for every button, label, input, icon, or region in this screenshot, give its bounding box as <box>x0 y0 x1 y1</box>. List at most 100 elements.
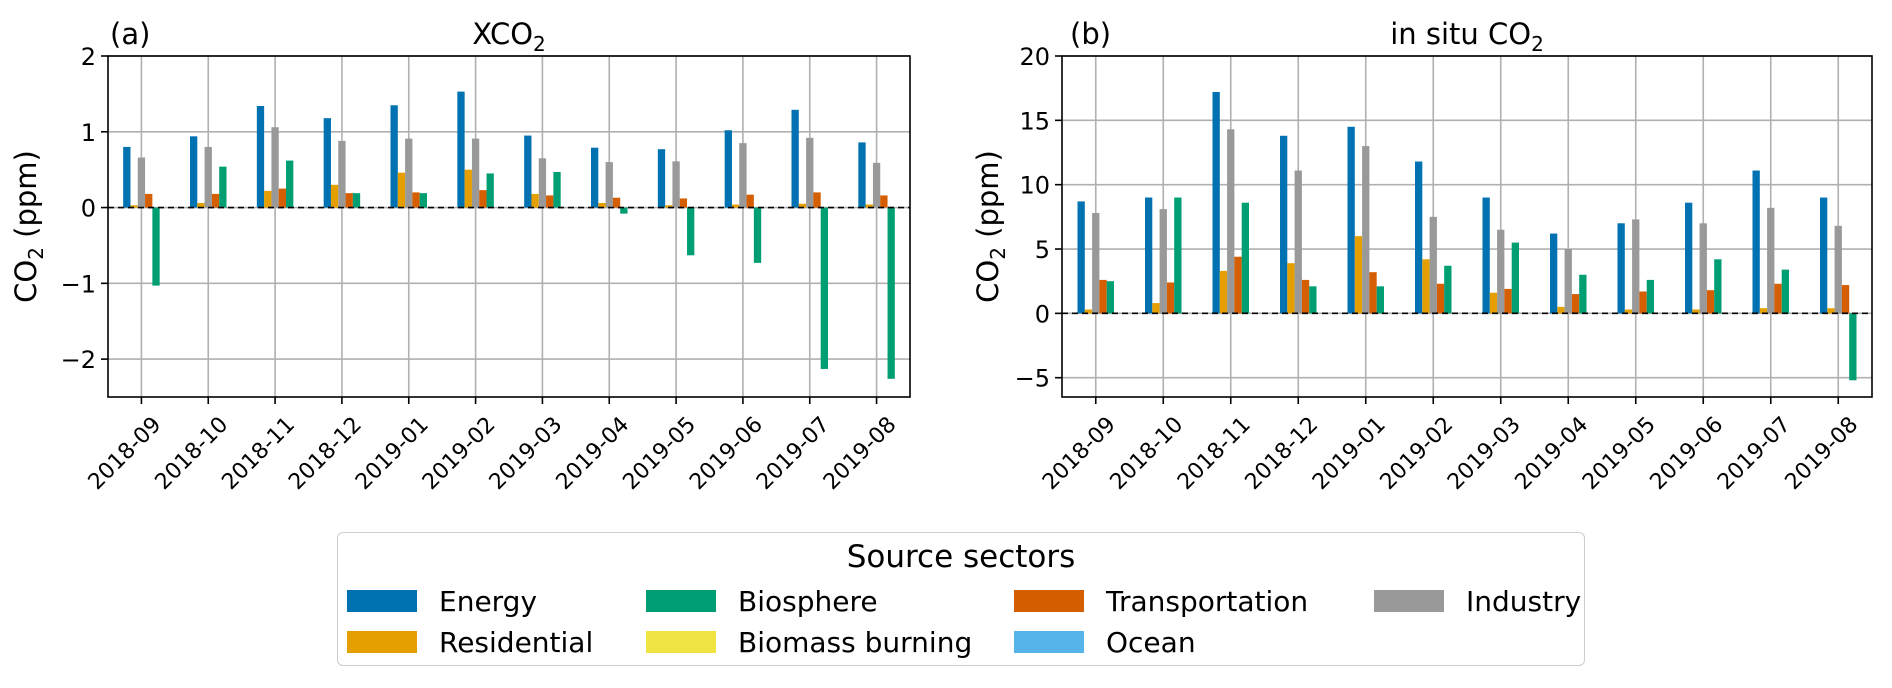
panel-label: (b) <box>1070 17 1111 51</box>
bar-transportation-2019-04 <box>1571 294 1580 314</box>
bar-industry-2019-02 <box>471 138 480 208</box>
bar-industry-2019-03 <box>1497 229 1505 314</box>
bar-residential-2018-12 <box>1287 263 1295 314</box>
legend-item-biomass-burning: Biomass burning <box>646 624 972 660</box>
bar-transportation-2018-09 <box>145 193 153 208</box>
panel-b-in-situ-co2: −5051015202018-092018-102018-112018-1220… <box>971 17 1873 495</box>
x-tick-label: 2019-05 <box>618 412 701 495</box>
x-tick-label: 2019-05 <box>1578 412 1661 495</box>
bar-transportation-2019-02 <box>479 190 487 208</box>
bar-residential-2019-04 <box>598 203 606 208</box>
bar-transportation-2019-02 <box>1436 283 1445 314</box>
y-axis-label: CO2 (ppm) <box>971 150 1010 303</box>
bar-industry-2018-09 <box>1092 212 1100 314</box>
x-tick-label: 2018-12 <box>1241 412 1324 495</box>
bar-transportation-2019-08 <box>1841 285 1850 314</box>
bar-biosphere-2018-11 <box>1241 202 1249 314</box>
bar-transportation-2019-06 <box>1706 290 1715 314</box>
bar-industry-2019-02 <box>1429 216 1437 314</box>
bar-biosphere-2018-12 <box>352 193 361 208</box>
y-axis-label-subscript: 2 <box>986 247 1010 260</box>
bar-energy-2019-03 <box>524 135 532 208</box>
bar-energy-2019-07 <box>1752 170 1760 314</box>
x-tick-label: 2019-08 <box>1781 412 1864 495</box>
bar-industry-2019-05 <box>672 161 680 208</box>
bar-residential-2019-05 <box>1624 309 1633 314</box>
bar-industry-2019-07 <box>806 137 814 208</box>
bar-transportation-2018-12 <box>1301 279 1310 314</box>
bar-residential-2019-03 <box>531 193 539 208</box>
y-tick-label: −5 <box>1015 365 1050 393</box>
bar-biosphere-2018-10 <box>1174 197 1182 314</box>
x-tick-label: 2019-02 <box>1376 412 1459 495</box>
x-tick-label: 2019-04 <box>1511 412 1594 495</box>
bar-residential-2019-03 <box>1489 292 1498 314</box>
bar-industry-2018-12 <box>1294 170 1302 314</box>
bar-residential-2019-05 <box>665 205 673 208</box>
y-tick-label: 0 <box>81 195 96 223</box>
bar-residential-2019-07 <box>1759 308 1768 314</box>
legend: Source sectors Energy Residential Biosph… <box>337 532 1585 666</box>
y-tick-label: 0 <box>1035 300 1050 328</box>
y-tick-label: −2 <box>61 346 96 374</box>
legend-swatch-ocean <box>1014 631 1084 653</box>
y-tick-label: 20 <box>1019 43 1050 71</box>
bar-transportation-2018-11 <box>1234 256 1242 314</box>
legend-swatch-industry <box>1374 590 1444 612</box>
bar-energy-2018-09 <box>123 146 131 208</box>
bar-energy-2018-10 <box>190 136 198 208</box>
bar-industry-2019-01 <box>1362 146 1370 314</box>
x-tick-label: 2019-07 <box>1713 412 1796 495</box>
bar-biosphere-2019-03 <box>1511 242 1519 314</box>
bar-residential-2019-02 <box>1422 259 1430 314</box>
bar-residential-2019-08 <box>865 204 873 208</box>
bar-biosphere-2019-05 <box>1646 279 1654 314</box>
bar-residential-2018-12 <box>330 184 339 208</box>
x-tick-label: 2019-01 <box>351 412 434 495</box>
bar-biosphere-2019-02 <box>1444 265 1452 314</box>
x-tick-label: 2018-11 <box>217 412 300 495</box>
bar-industry-2018-11 <box>271 127 279 208</box>
bar-industry-2019-06 <box>739 143 747 208</box>
legend-label-transportation: Transportation <box>1106 584 1309 618</box>
bar-transportation-2019-05 <box>1639 291 1647 314</box>
chart-title-main: XCO <box>472 17 533 51</box>
plot-frame <box>1061 55 1873 398</box>
bar-transportation-2019-04 <box>612 197 621 208</box>
bar-residential-2019-02 <box>464 169 472 208</box>
legend-item-energy: Energy <box>347 583 537 619</box>
bar-biosphere-2018-09 <box>1106 281 1114 314</box>
bar-transportation-2019-03 <box>546 195 554 208</box>
bar-biosphere-2019-06 <box>1714 259 1722 314</box>
bar-transportation-2019-05 <box>679 198 688 208</box>
bar-energy-2018-11 <box>1212 92 1220 314</box>
bar-biosphere-2019-04 <box>620 207 628 214</box>
panel-a-xco2: −2−10122018-092018-102018-112018-122019-… <box>9 17 911 495</box>
bar-residential-2018-11 <box>1219 270 1228 314</box>
bar-transportation-2018-09 <box>1099 279 1107 314</box>
bar-energy-2019-06 <box>724 130 732 208</box>
legend-swatch-residential <box>347 631 417 653</box>
bar-industry-2018-09 <box>137 157 146 208</box>
bar-residential-2018-11 <box>264 190 272 208</box>
y-tick-label: 5 <box>1035 236 1050 264</box>
legend-label-ocean: Ocean <box>1106 625 1196 659</box>
bar-residential-2019-04 <box>1557 306 1565 314</box>
bar-energy-2019-04 <box>1550 233 1558 314</box>
bar-industry-2019-08 <box>872 162 881 208</box>
bar-industry-2019-03 <box>538 158 547 208</box>
bar-industry-2018-10 <box>204 146 212 208</box>
y-axis-label-unit: (ppm) <box>971 150 1005 247</box>
x-tick-label: 2019-06 <box>1646 412 1729 495</box>
y-axis-label-main: CO <box>971 260 1005 303</box>
x-tick-label: 2019-01 <box>1308 412 1391 495</box>
bar-residential-2018-10 <box>1152 303 1160 314</box>
x-tick-label: 2018-12 <box>284 412 367 495</box>
bar-residential-2019-06 <box>731 204 740 208</box>
bar-residential-2019-01 <box>397 172 406 208</box>
bar-industry-2019-04 <box>1564 249 1572 314</box>
legend-label-industry: Industry <box>1466 584 1582 618</box>
legend-swatch-biomass-burning <box>646 631 716 653</box>
y-tick-label: 15 <box>1019 107 1050 135</box>
